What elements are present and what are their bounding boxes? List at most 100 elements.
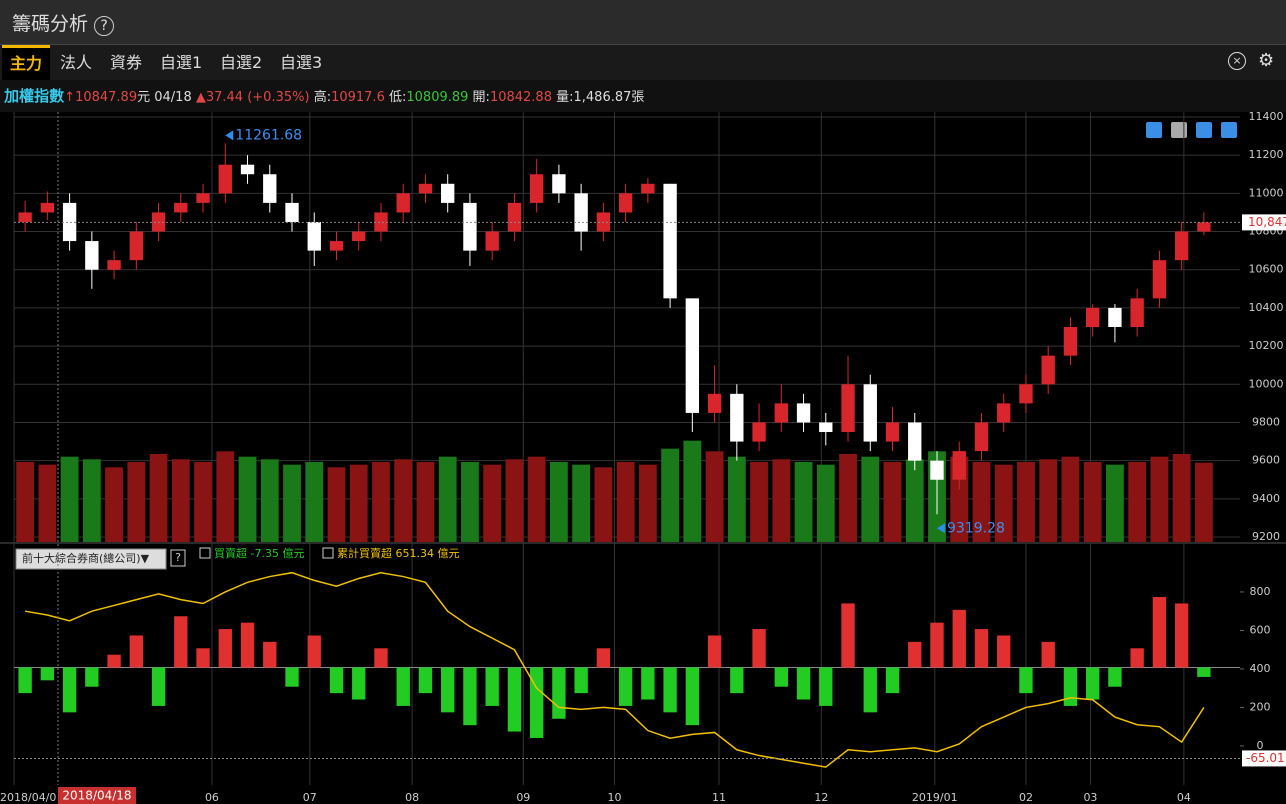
y-tick-label: 800 [1250, 585, 1271, 598]
bar [841, 603, 855, 668]
bar [1152, 597, 1167, 668]
volume-bar [883, 462, 902, 542]
candle-body [1063, 327, 1078, 356]
candle-body [552, 174, 566, 194]
candle-body [529, 174, 544, 203]
candle-body [196, 193, 210, 203]
settings-icon[interactable]: ⚙ [1258, 50, 1275, 71]
volume: 1,486.87張 [573, 90, 645, 105]
tool-icon[interactable] [1171, 122, 1187, 138]
volume-bar [1106, 464, 1124, 542]
x-tick-label: 07 [303, 791, 317, 804]
candle-body [107, 260, 121, 270]
quote-line: 加權指數↑10847.89元 04/18 ▲37.44 (+0.35%) 高:1… [0, 80, 1286, 112]
help-icon[interactable]: ? [94, 16, 115, 36]
y-tick-label: 10000 [1249, 377, 1284, 390]
x-tick-label: 2019/01 [912, 791, 958, 804]
label: 高: [313, 90, 332, 105]
bar [974, 629, 989, 668]
bar [908, 641, 922, 668]
bar [663, 667, 677, 713]
volume-bar [483, 464, 502, 542]
bar [40, 667, 55, 681]
line [24, 571, 1205, 768]
candle-body [908, 422, 922, 461]
candle-body [1130, 298, 1144, 327]
volume-bar [972, 462, 991, 542]
tool-icon[interactable] [1221, 122, 1237, 138]
candle-body [40, 202, 55, 213]
close-icon[interactable]: × [1228, 52, 1246, 70]
price-tag-label: 10,847.89 [1248, 215, 1286, 229]
chart: 2018/04/0 06 07 08 09 10 11 12 2019/01 02 03 04 9200… [0, 112, 1286, 804]
min-tag [1242, 750, 1286, 767]
y-tick-label: 600 [1250, 623, 1271, 636]
candle-body [930, 460, 944, 480]
bar [863, 667, 877, 713]
bar [329, 667, 344, 694]
candle-body [1197, 222, 1211, 232]
volume-bar [305, 462, 324, 542]
volume-bar [171, 459, 190, 542]
candle-body [485, 231, 499, 251]
candle-body [85, 241, 99, 270]
volume-bar [505, 459, 524, 542]
candle-body [952, 451, 966, 480]
candle-body [863, 384, 877, 442]
bar [641, 667, 655, 700]
high: 10917.6 [331, 90, 385, 105]
bar [196, 648, 210, 668]
tool-icon[interactable] [1196, 122, 1212, 138]
volume-bar [127, 462, 146, 542]
legend-checkbox [322, 547, 334, 559]
volume-bar [16, 462, 35, 542]
bar [952, 609, 966, 668]
price: 10847.89 [75, 90, 138, 105]
bar [1174, 603, 1189, 668]
price-tag [1242, 214, 1286, 231]
x-tick-label: 02 [1019, 791, 1033, 804]
bar [1086, 667, 1100, 700]
candle-body [574, 193, 588, 232]
candle-body [1019, 384, 1033, 404]
volume-bar [82, 459, 101, 542]
volume-bar [661, 448, 679, 542]
candle-body [774, 403, 788, 423]
annotation-arrow [936, 523, 945, 534]
candle-body [796, 403, 811, 423]
y-tick-label: 11000 [1249, 186, 1284, 199]
volume-bar [772, 459, 791, 542]
volume-bar [839, 454, 857, 542]
volume-bar [861, 456, 880, 542]
bar [174, 616, 188, 668]
candle-body [1152, 260, 1167, 299]
candle-body [396, 193, 410, 213]
candle-body [997, 403, 1011, 423]
title: 籌碼分析 ? [12, 9, 115, 36]
x-tick-label: 04 [1177, 791, 1191, 804]
candle-body [752, 422, 766, 442]
tab[interactable]: 自選3 [280, 53, 323, 72]
bar [441, 667, 455, 713]
candle-body [240, 164, 255, 175]
bar [374, 648, 388, 668]
x-tick-label: 11 [712, 791, 726, 804]
candle-body [885, 422, 900, 442]
volume-bar [750, 462, 768, 542]
bar [18, 667, 32, 694]
tab[interactable]: 自選1 [160, 53, 203, 72]
open: 10842.88 [489, 90, 552, 105]
tool-icon[interactable] [1146, 122, 1162, 138]
candle-body [1041, 355, 1055, 385]
tab[interactable]: 主力 [2, 45, 51, 83]
candle-body [463, 202, 477, 251]
bar [285, 667, 299, 687]
bar [1197, 667, 1211, 677]
bar [396, 667, 410, 706]
tab[interactable]: 自選2 [220, 53, 263, 72]
y-tick-label: 10200 [1249, 339, 1284, 352]
bar [774, 667, 788, 687]
tab[interactable]: 法人 [60, 53, 93, 72]
volume-bar [149, 454, 168, 542]
tab[interactable]: 資券 [110, 53, 143, 72]
